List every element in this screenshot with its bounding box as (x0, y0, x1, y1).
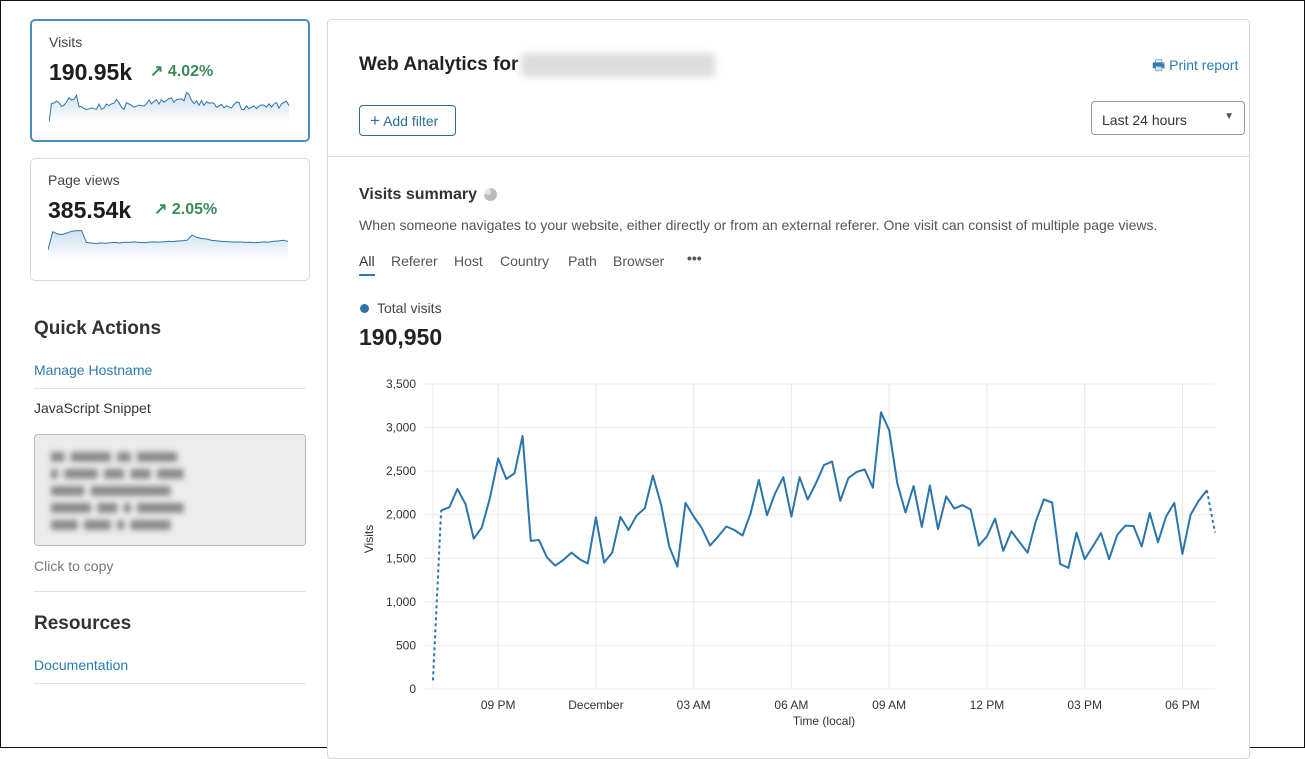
visits-sparkline (49, 91, 290, 123)
tab-browser[interactable]: Browser (613, 253, 665, 269)
sparkline-area (48, 230, 288, 261)
caret-down-icon: ▼ (1224, 111, 1234, 122)
visits-summary-description: When someone navigates to your website, … (359, 217, 1158, 233)
arrow-up-right-icon: ↗ (150, 63, 164, 80)
card-value: 385.54k (48, 197, 132, 223)
tab-referer[interactable]: Referer (391, 253, 438, 269)
pie-info-icon[interactable] (484, 188, 497, 201)
print-report-link[interactable]: 🖶 Print report (1152, 55, 1238, 79)
total-visits-value: 190,950 (359, 324, 443, 350)
add-filter-button[interactable]: + Add filter (359, 105, 456, 136)
x-tick-label: 12 PM (970, 698, 1005, 712)
blurred-hostname (521, 53, 715, 77)
visits-card[interactable]: Visits 190.95k ↗ 4.02% (30, 19, 310, 142)
x-tick-label: 09 PM (481, 698, 516, 712)
x-tick-label: 03 AM (677, 698, 711, 712)
time-range-value: Last 24 hours (1102, 112, 1187, 128)
y-axis-label: Visits (362, 525, 376, 553)
add-filter-label: Add filter (383, 113, 439, 129)
partial-end-segment (1205, 490, 1216, 533)
divider (34, 388, 306, 389)
x-tick-label: 03 PM (1067, 698, 1102, 712)
y-tick-label: 1,000 (386, 595, 416, 609)
x-tick-label: 09 AM (872, 698, 906, 712)
header-divider (328, 156, 1249, 157)
tab-country[interactable]: Country (500, 253, 550, 269)
time-range-select[interactable]: Last 24 hours ▼ (1091, 101, 1245, 135)
y-tick-label: 500 (396, 638, 416, 652)
y-tick-label: 3,500 (386, 377, 416, 391)
x-tick-label: December (568, 698, 623, 712)
legend-label: Total visits (377, 300, 442, 316)
click-to-copy-hint: Click to copy (34, 558, 114, 574)
card-label: Page views (48, 172, 120, 188)
y-tick-label: 3,000 (386, 421, 416, 435)
x-tick-label: 06 AM (774, 698, 808, 712)
x-tick-label: 06 PM (1165, 698, 1200, 712)
card-change: ↗ 2.05% (154, 199, 217, 219)
resources-heading: Resources (34, 613, 132, 634)
main-panel (327, 19, 1250, 759)
change-value: 4.02% (167, 63, 214, 80)
change-value: 2.05% (171, 201, 218, 218)
card-change: ↗ 4.02% (150, 61, 213, 81)
javascript-snippet-box[interactable]: ▆▆ ▆▆▆▆▆▆ ▆▆ ▆▆▆▆▆▆ ▆ ▆▆▆▆▆ ▆▆▆ ▆▆▆ ▆▆▆▆ ▆… (34, 434, 306, 546)
tab-all[interactable]: All (359, 253, 375, 269)
x-axis-label: Time (local) (793, 714, 855, 728)
tab-host[interactable]: Host (454, 253, 483, 269)
sparkline-line (48, 230, 289, 250)
divider (34, 591, 306, 592)
quick-actions-heading: Quick Actions (34, 318, 162, 339)
legend-dot (360, 304, 369, 313)
page-title: Web Analytics for (359, 54, 519, 75)
divider (34, 683, 306, 684)
visits-series-line (440, 411, 1208, 569)
visits-summary-title: Visits summary (359, 186, 477, 203)
y-tick-label: 2,000 (386, 508, 416, 522)
more-tabs-icon[interactable]: ••• (687, 250, 702, 266)
card-value: 190.95k (49, 59, 133, 85)
blurred-snippet: ▆▆ ▆▆▆▆▆▆ ▆▆ ▆▆▆▆▆▆ ▆ ▆▆▆▆▆ ▆▆▆ ▆▆▆ ▆▆▆▆ ▆… (51, 449, 184, 530)
manage-hostname-link[interactable]: Manage Hostname (34, 362, 153, 378)
plus-icon: + (370, 111, 380, 130)
arrow-up-right-icon: ↗ (154, 201, 168, 218)
printer-icon: 🖶 (1152, 57, 1166, 73)
tab-path[interactable]: Path (568, 253, 597, 269)
y-tick-label: 0 (409, 682, 416, 696)
print-report-label: Print report (1169, 57, 1239, 73)
pageviews-card[interactable]: Page views 385.54k ↗ 2.05% (30, 158, 310, 281)
sparkline-line (49, 91, 290, 123)
active-tab-indicator (359, 274, 375, 276)
sparkline-area (49, 92, 289, 123)
documentation-link[interactable]: Documentation (34, 657, 129, 673)
snippet-label: JavaScript Snippet (34, 400, 151, 416)
partial-start-segment (432, 510, 443, 681)
y-tick-label: 2,500 (386, 464, 416, 478)
y-tick-label: 1,500 (386, 551, 416, 565)
card-label: Visits (49, 34, 83, 50)
pageviews-sparkline (48, 230, 289, 261)
